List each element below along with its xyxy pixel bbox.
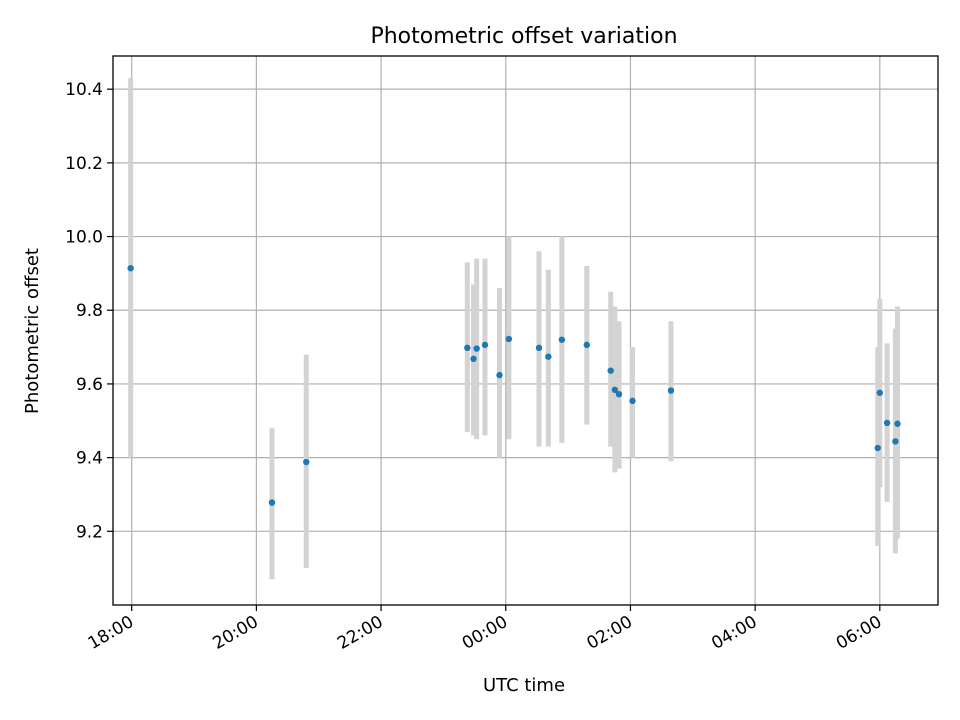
y-tick-label: 9.6: [76, 375, 103, 395]
data-point: [303, 458, 310, 466]
data-point: [876, 389, 884, 396]
y-tick-label: 10.0: [65, 228, 103, 248]
data-point: [268, 499, 276, 506]
data-point: [505, 335, 513, 343]
data-point: [607, 367, 614, 374]
data-point: [611, 386, 619, 394]
data-point: [496, 371, 503, 379]
data-point: [535, 344, 543, 352]
grid: [113, 56, 938, 605]
y-tick-label: 10.4: [65, 80, 103, 100]
data-point: [892, 438, 899, 445]
y-axis-label: Photometric offset: [22, 248, 43, 414]
data-point: [583, 341, 591, 349]
data-point: [464, 344, 471, 352]
data-point: [545, 353, 552, 360]
data-point: [470, 355, 477, 363]
y-tick-label: 9.8: [76, 301, 103, 321]
data-point: [883, 419, 891, 427]
data-points: [127, 265, 901, 506]
chart-title: Photometric offset variation: [370, 24, 677, 49]
data-point: [615, 391, 623, 398]
data-point: [473, 345, 480, 352]
data-point: [667, 387, 675, 394]
y-tick-label: 9.4: [76, 449, 103, 469]
plot-frame: [112, 55, 939, 606]
y-tick-label: 9.2: [76, 522, 103, 542]
x-axis-label: UTC time: [483, 675, 565, 696]
data-point: [629, 397, 636, 405]
data-point: [874, 444, 881, 452]
y-tick-label: 10.2: [65, 154, 103, 174]
data-point: [127, 265, 134, 272]
data-point: [894, 420, 901, 427]
data-point: [481, 341, 489, 349]
data-point: [558, 336, 566, 343]
